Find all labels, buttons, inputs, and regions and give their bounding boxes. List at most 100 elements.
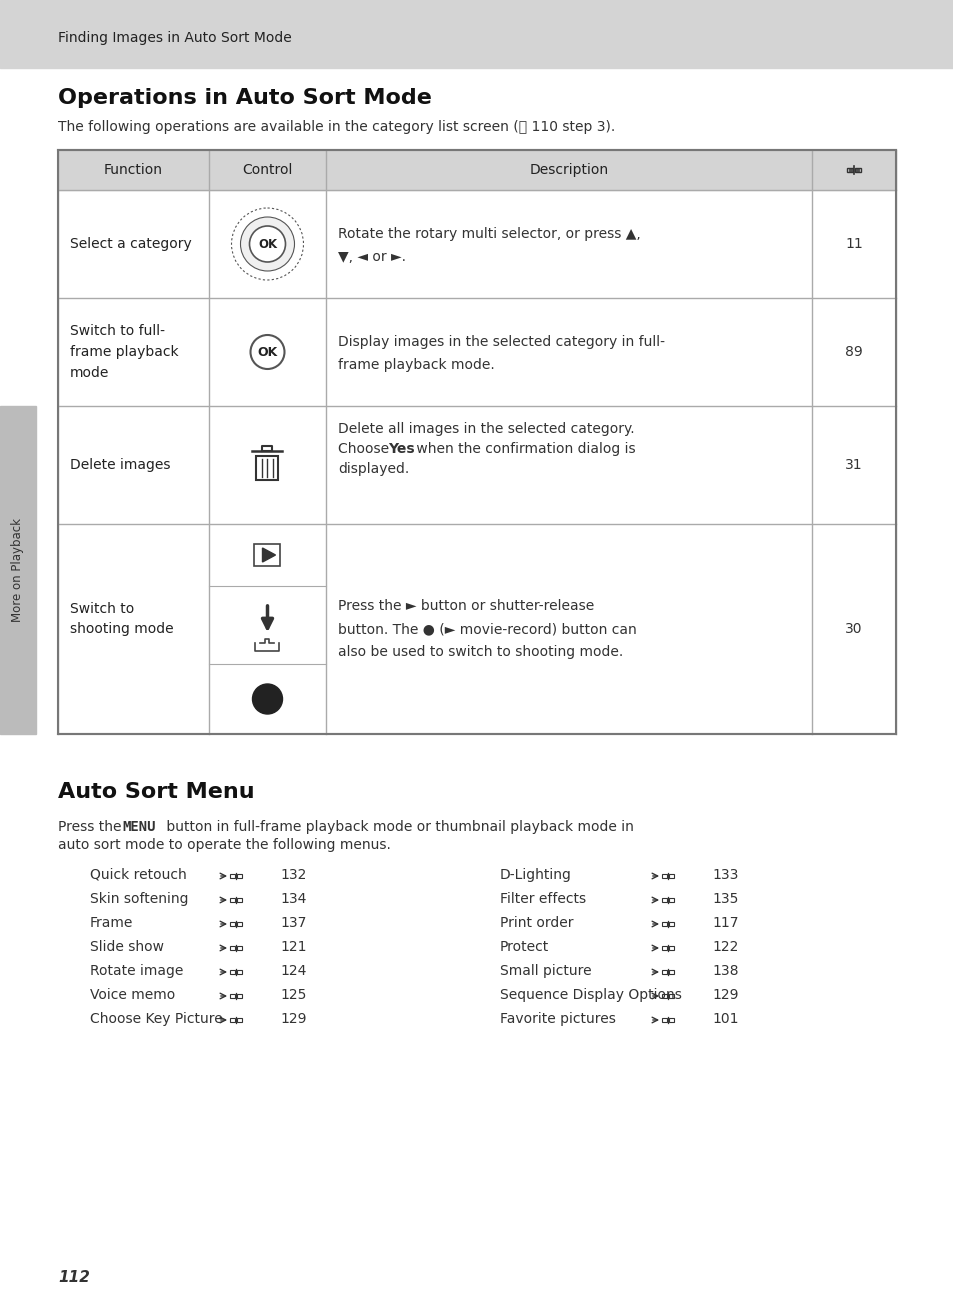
Text: Filter effects: Filter effects — [499, 892, 585, 905]
Text: Switch to full-
frame playback
mode: Switch to full- frame playback mode — [70, 325, 178, 380]
Bar — [854, 168, 861, 172]
Text: Protect: Protect — [499, 940, 549, 954]
Circle shape — [253, 685, 282, 714]
Bar — [661, 897, 666, 901]
Text: Rotate the rotary multi selector, or press ▲,: Rotate the rotary multi selector, or pre… — [337, 227, 640, 240]
Bar — [236, 874, 242, 878]
Text: Rotate image: Rotate image — [90, 964, 183, 978]
Text: 125: 125 — [280, 988, 306, 1003]
Text: Auto Sort Menu: Auto Sort Menu — [58, 782, 254, 802]
Text: Description: Description — [529, 163, 608, 177]
Bar — [236, 897, 242, 901]
Text: 135: 135 — [711, 892, 738, 905]
Text: Display images in the selected category in full-: Display images in the selected category … — [337, 335, 664, 350]
Text: button in full-frame playback mode or thumbnail playback mode in: button in full-frame playback mode or th… — [162, 820, 633, 834]
Text: 112: 112 — [58, 1271, 90, 1285]
Bar — [668, 993, 673, 999]
Bar — [668, 970, 673, 974]
Text: OK: OK — [257, 346, 277, 359]
Bar — [230, 946, 234, 950]
Bar — [58, 150, 895, 735]
Text: 132: 132 — [280, 869, 306, 882]
Text: Switch to
shooting mode: Switch to shooting mode — [70, 602, 173, 636]
Bar — [661, 993, 666, 999]
Bar — [230, 993, 234, 999]
Bar — [668, 1018, 673, 1022]
Text: 89: 89 — [844, 346, 862, 359]
Bar — [846, 168, 852, 172]
Text: 117: 117 — [711, 916, 738, 930]
Text: Control: Control — [242, 163, 293, 177]
Text: Choose: Choose — [337, 442, 394, 456]
Bar — [236, 1018, 242, 1022]
Text: 121: 121 — [280, 940, 306, 954]
Text: The following operations are available in the category list screen (⧉ 110 step 3: The following operations are available i… — [58, 120, 615, 134]
Bar — [236, 922, 242, 926]
Bar — [58, 150, 895, 735]
Text: 129: 129 — [280, 1012, 306, 1026]
Bar — [668, 897, 673, 901]
Bar — [58, 150, 895, 191]
Text: 129: 129 — [711, 988, 738, 1003]
Bar — [256, 456, 278, 480]
Text: Delete all images in the selected category.: Delete all images in the selected catego… — [337, 422, 634, 436]
Bar — [236, 970, 242, 974]
Text: displayed.: displayed. — [337, 463, 409, 476]
Text: button. The ● (► movie-record) button can: button. The ● (► movie-record) button ca… — [337, 622, 637, 636]
Polygon shape — [262, 548, 275, 562]
Bar — [661, 922, 666, 926]
Bar — [230, 922, 234, 926]
Circle shape — [250, 226, 285, 261]
Bar — [230, 874, 234, 878]
Text: Print order: Print order — [499, 916, 573, 930]
Bar — [230, 970, 234, 974]
Text: Press the ► button or shutter-release: Press the ► button or shutter-release — [337, 599, 594, 614]
Text: Yes: Yes — [388, 442, 415, 456]
Text: ▼, ◄ or ►.: ▼, ◄ or ►. — [337, 250, 406, 264]
Circle shape — [240, 217, 294, 271]
Text: Voice memo: Voice memo — [90, 988, 175, 1003]
Text: 30: 30 — [844, 622, 862, 636]
Text: 134: 134 — [280, 892, 306, 905]
Text: also be used to switch to shooting mode.: also be used to switch to shooting mode. — [337, 645, 622, 660]
Text: 124: 124 — [280, 964, 306, 978]
Text: Small picture: Small picture — [499, 964, 591, 978]
Text: Skin softening: Skin softening — [90, 892, 189, 905]
Text: D-Lighting: D-Lighting — [499, 869, 571, 882]
Text: Select a category: Select a category — [70, 237, 192, 251]
Text: Sequence Display Options: Sequence Display Options — [499, 988, 681, 1003]
Bar — [661, 1018, 666, 1022]
Text: Finding Images in Auto Sort Mode: Finding Images in Auto Sort Mode — [58, 32, 292, 45]
Bar — [230, 1018, 234, 1022]
Text: Press the: Press the — [58, 820, 126, 834]
Bar — [661, 946, 666, 950]
Bar — [230, 897, 234, 901]
Bar — [661, 874, 666, 878]
Text: Choose Key Picture: Choose Key Picture — [90, 1012, 222, 1026]
Text: frame playback mode.: frame playback mode. — [337, 357, 495, 372]
Text: 101: 101 — [711, 1012, 738, 1026]
Text: Frame: Frame — [90, 916, 133, 930]
Bar — [0, 0, 953, 68]
Bar — [668, 874, 673, 878]
Bar — [236, 946, 242, 950]
Bar — [661, 970, 666, 974]
Text: Slide show: Slide show — [90, 940, 164, 954]
Text: Delete images: Delete images — [70, 459, 171, 472]
Circle shape — [251, 335, 284, 369]
Text: 138: 138 — [711, 964, 738, 978]
Text: 137: 137 — [280, 916, 306, 930]
Text: 11: 11 — [844, 237, 862, 251]
Bar — [0, 406, 36, 735]
Bar — [236, 993, 242, 999]
Text: Operations in Auto Sort Mode: Operations in Auto Sort Mode — [58, 88, 432, 108]
Bar — [668, 922, 673, 926]
Text: when the confirmation dialog is: when the confirmation dialog is — [412, 442, 635, 456]
Text: 122: 122 — [711, 940, 738, 954]
Text: Favorite pictures: Favorite pictures — [499, 1012, 616, 1026]
Bar — [668, 946, 673, 950]
Text: 133: 133 — [711, 869, 738, 882]
Text: Quick retouch: Quick retouch — [90, 869, 187, 882]
Text: MENU: MENU — [122, 820, 155, 834]
Text: OK: OK — [257, 238, 276, 251]
